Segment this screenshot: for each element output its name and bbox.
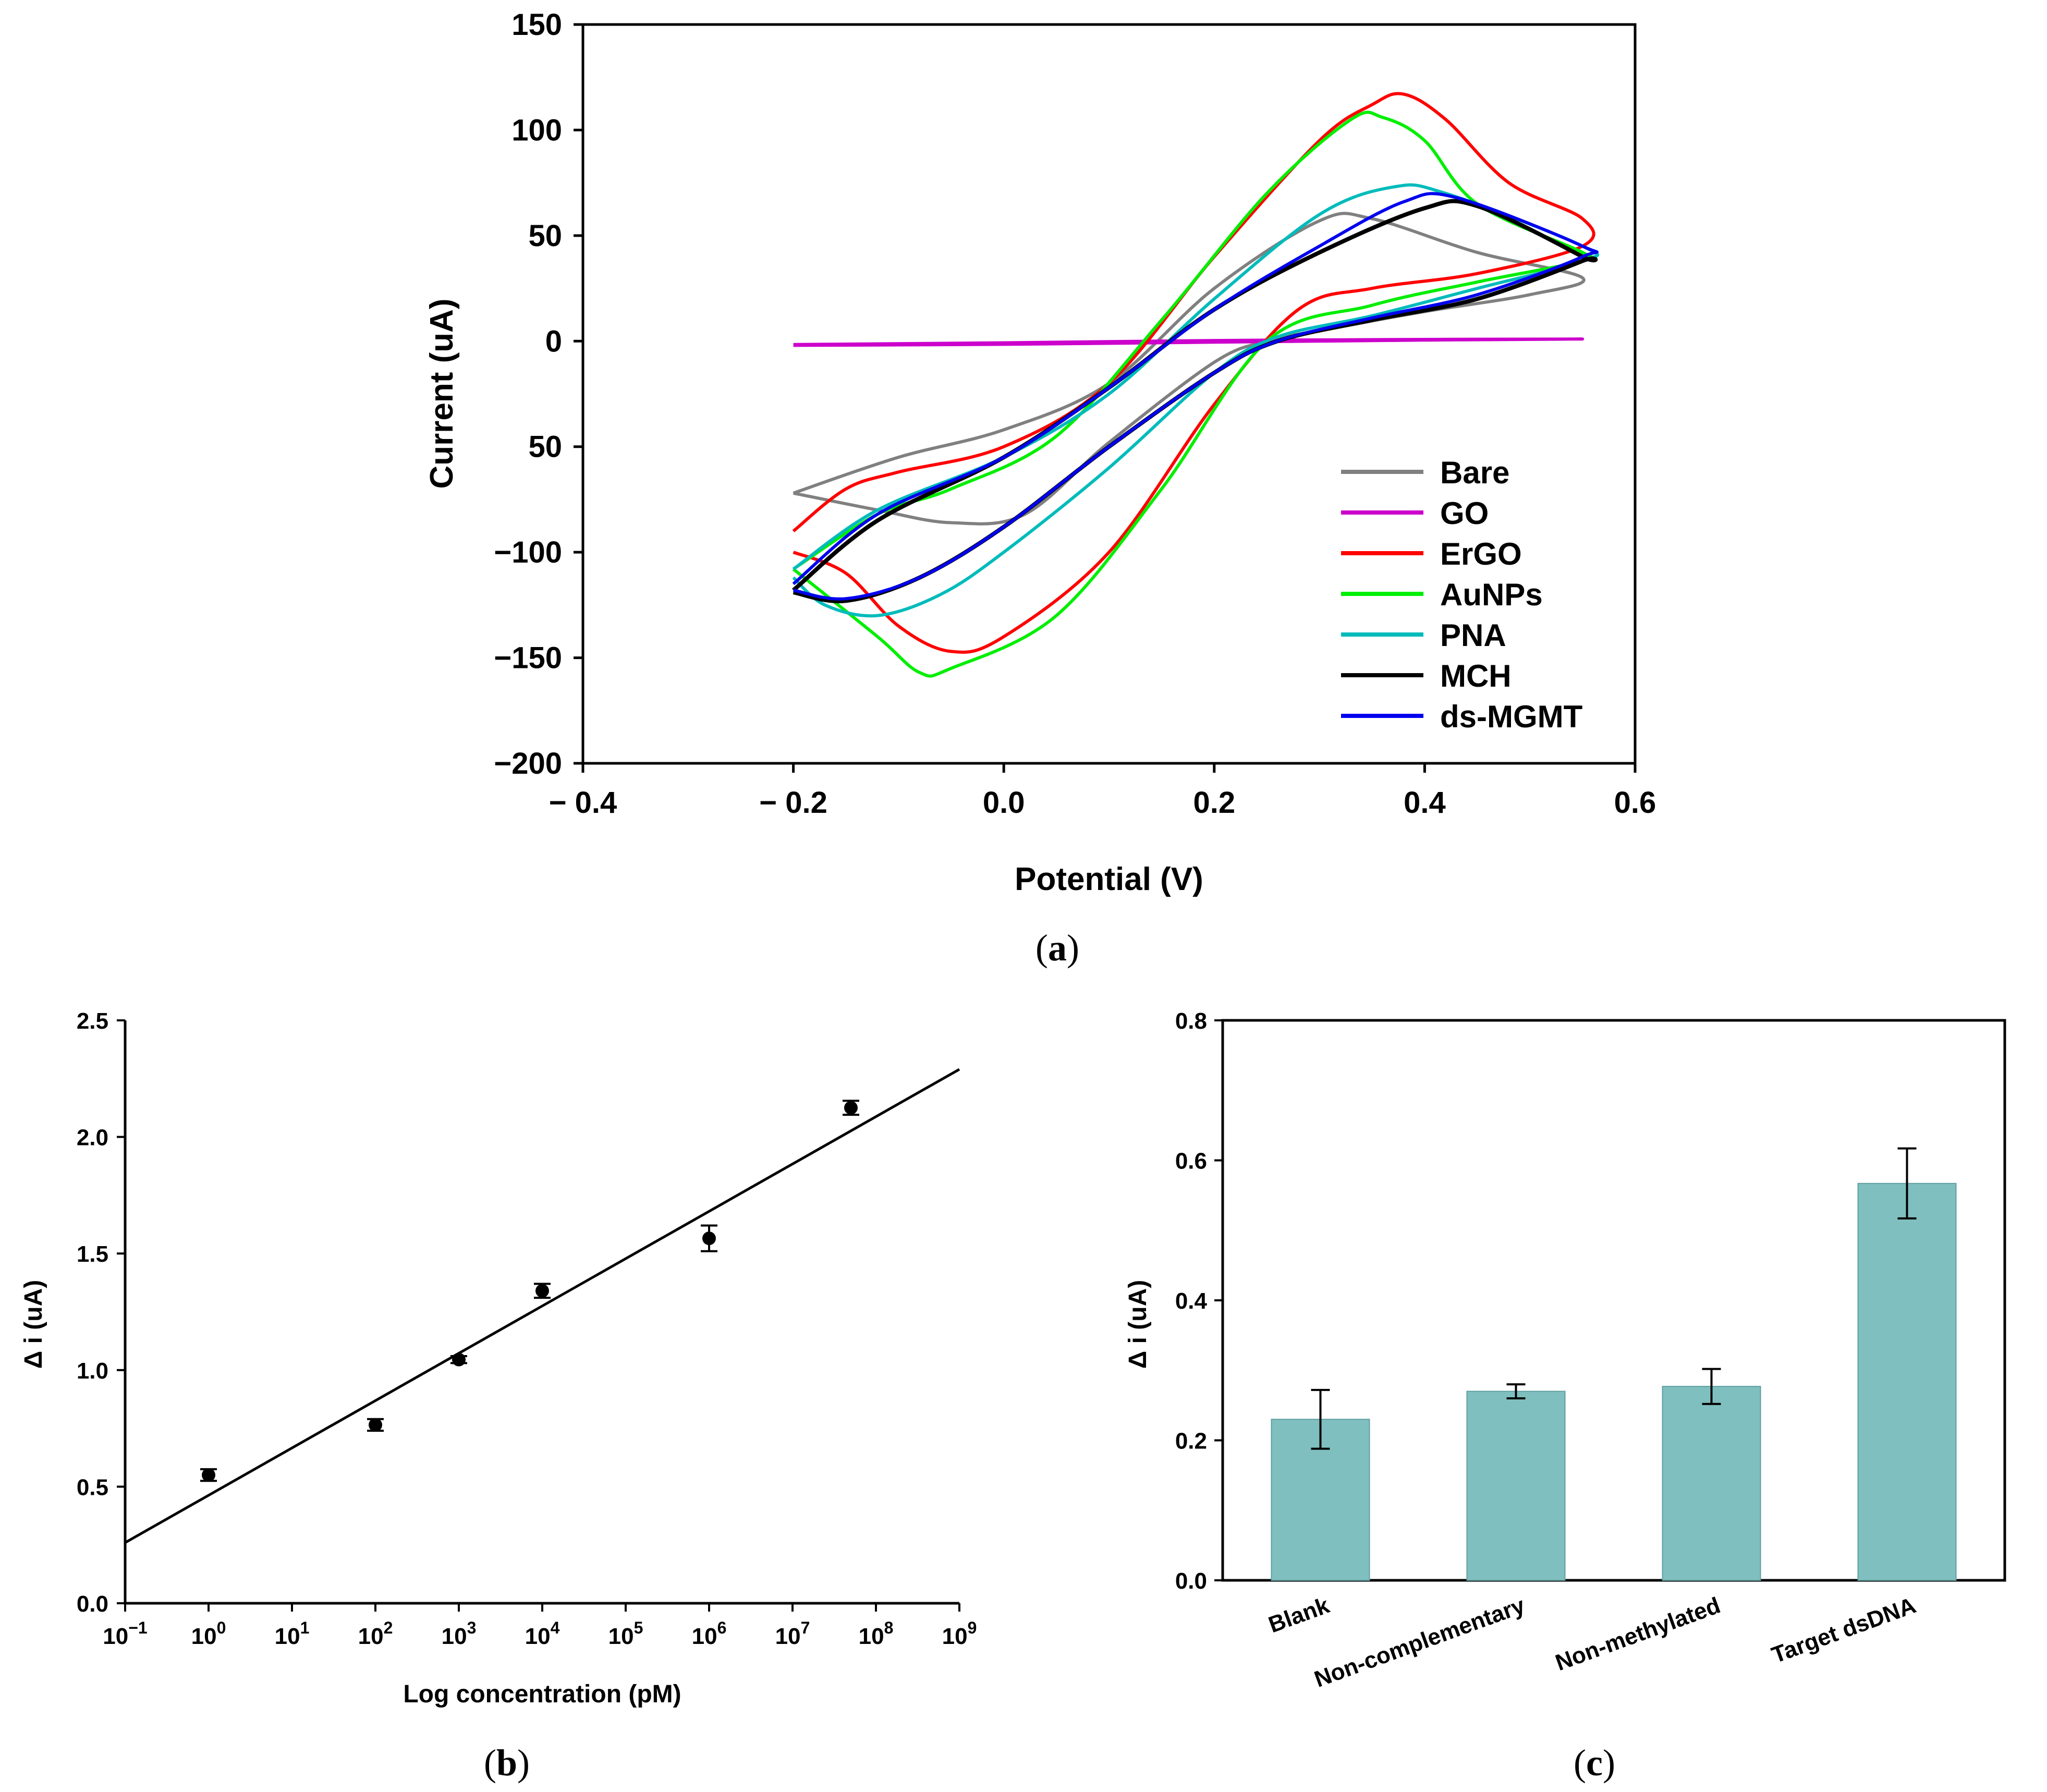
panel-b-x-axis-label: Log concentration (pM)	[403, 1680, 681, 1708]
panel-b-x-tick-base: 10	[103, 1624, 128, 1649]
panel-a-plot-frame	[581, 23, 1637, 765]
panel-c-y-tick-label: 0.6	[1175, 1149, 1207, 1174]
panel-b-y-tick-label: 0.5	[77, 1474, 108, 1500]
panel-a-y-tick-label: 150	[511, 8, 562, 42]
panel-b-caption-letter: b	[496, 1742, 517, 1784]
panel-b-data-point	[452, 1352, 466, 1367]
panel-a-series-go	[793, 337, 1585, 347]
panel-c-caption: (c)	[1574, 1742, 1615, 1784]
panel-c-bar	[1466, 1391, 1566, 1581]
panel-b-data-point	[202, 1468, 215, 1482]
panel-c-y-axis-label: Δ i (uA)	[1124, 1280, 1152, 1369]
panel-b-x-tick-label: 103	[442, 1618, 477, 1649]
panel-c-bar	[1662, 1386, 1761, 1581]
panel-b-axes	[124, 1020, 959, 1605]
panel-b-x-tick-label: 102	[358, 1618, 393, 1649]
panel-b-x-tick-base: 10	[191, 1624, 217, 1649]
panel-b-y-tick-label: 1.5	[77, 1241, 108, 1267]
panel-b-data-point	[535, 1284, 549, 1298]
panel-b-x-tick-label: 101	[275, 1618, 310, 1649]
panel-b-calibration-chart: 10−1 100 101 102 103 104 105 106 107 108 1090.00.5…	[20, 1008, 977, 1784]
panel-a-y-tick-label: −200	[494, 747, 562, 781]
panel-a-x-tick-label: − 0.2	[759, 786, 827, 820]
panel-a-legend-label: AuNPs	[1440, 577, 1543, 612]
panel-b-y-tick-label: 1.0	[77, 1358, 108, 1384]
panel-a-x-tick-label: 0.6	[1614, 786, 1656, 820]
panel-b-x-tick-base: 10	[859, 1624, 884, 1649]
panel-b-x-tick-base: 10	[275, 1624, 300, 1649]
panel-b-x-tick-exponent: 8	[884, 1618, 894, 1637]
panel-c-caption-letter: c	[1586, 1742, 1603, 1784]
panel-c-category-label: Target dsDNA	[1769, 1592, 1919, 1668]
panel-b-x-tick-label: 107	[775, 1618, 810, 1649]
panel-b-data-point	[702, 1232, 716, 1246]
panel-b-x-tick-base: 10	[358, 1624, 384, 1649]
panel-c-y-tick-label: 0.4	[1175, 1288, 1208, 1314]
panel-b-x-tick-label: 104	[525, 1618, 560, 1649]
panel-b-x-tick-base: 10	[608, 1624, 634, 1649]
panel-c-category-label: Blank	[1265, 1592, 1333, 1638]
panel-b-data-point	[369, 1418, 382, 1432]
panel-a-legend-label: PNA	[1440, 618, 1506, 653]
panel-a-legend-label: GO	[1440, 496, 1489, 531]
panel-b-x-tick-base: 10	[525, 1624, 551, 1649]
panel-b-x-tick-exponent: 9	[968, 1618, 977, 1637]
panel-a-series-bare	[793, 212, 1586, 526]
panel-a-x-axis-label: Potential (V)	[1015, 861, 1203, 897]
panel-c-y-tick-label: 0.2	[1175, 1429, 1207, 1454]
panel-a-legend-label: Bare	[1440, 455, 1509, 490]
panel-b-data-point	[844, 1101, 858, 1115]
panel-a-legend-label: ds-MGMT	[1440, 699, 1582, 734]
panel-b-x-tick-base: 10	[442, 1624, 467, 1649]
panel-b-x-tick-exponent: 2	[384, 1618, 393, 1637]
panel-a-x-tick-label: 0.2	[1193, 786, 1235, 820]
panel-a-series-ds-mgmt	[792, 192, 1599, 601]
panel-b-y-tick-label: 2.5	[77, 1008, 108, 1034]
panel-a-y-tick-label: 0	[545, 324, 562, 358]
panel-a-caption: (a)	[1035, 927, 1079, 969]
panel-a-x-tick-label: − 0.4	[549, 786, 617, 820]
panel-b-x-tick-exponent: 4	[551, 1618, 560, 1637]
panel-b-fit-line	[124, 1068, 960, 1544]
panel-a-caption-letter: a	[1048, 927, 1067, 969]
panel-b-x-tick-exponent: 5	[634, 1618, 643, 1637]
panel-c-category-label: Non-complementary	[1311, 1592, 1528, 1692]
panel-a-y-tick-label: 100	[511, 113, 562, 147]
panel-a-y-tick-label: 50	[528, 219, 562, 253]
panel-b-caption: (b)	[484, 1742, 530, 1784]
panel-a-legend-label: MCH	[1440, 659, 1512, 693]
panel-b-x-tick-base: 10	[692, 1624, 717, 1649]
panel-b-x-tick-label: 108	[859, 1618, 894, 1649]
panel-a-x-tick-label: 0.4	[1404, 786, 1446, 820]
panel-a-x-tick-label: 0.0	[983, 786, 1025, 820]
panel-b-x-tick-exponent: −1	[128, 1618, 147, 1637]
panel-c-category-label: Non-methylated	[1552, 1592, 1724, 1676]
panel-b-x-tick-exponent: 7	[801, 1618, 810, 1637]
panel-b-x-tick-exponent: 3	[467, 1618, 477, 1637]
panel-a-y-tick-label: 50	[528, 430, 562, 464]
panel-b-y-axis-label: Δ i (uA)	[20, 1280, 47, 1369]
panel-a-y-axis-label: Current (uA)	[424, 298, 460, 489]
panel-b-x-tick-label: 105	[608, 1618, 643, 1649]
panel-c-y-tick-label: 0.8	[1175, 1008, 1207, 1034]
panel-a-legend-label: ErGO	[1440, 537, 1522, 571]
panel-a-cv-chart: − 0.4 − 0.2 0.0 0.2 0.4 0.6 150 100 50 0 50 −100 −15…	[424, 8, 1656, 969]
panel-b-x-tick-exponent: 0	[217, 1618, 226, 1637]
panel-b-x-tick-label: 100	[191, 1618, 226, 1649]
panel-c-bar	[1857, 1183, 1957, 1581]
panel-b-x-tick-base: 10	[775, 1624, 801, 1649]
panel-b-x-tick-label: 106	[692, 1618, 727, 1649]
panel-b-x-tick-base: 10	[942, 1624, 968, 1649]
panel-b-x-tick-label: 109	[942, 1618, 977, 1649]
panel-c-y-tick-label: 0.0	[1175, 1568, 1207, 1594]
panel-b-y-tick-label: 0.0	[77, 1591, 108, 1617]
panel-a-y-tick-label: −150	[494, 641, 562, 675]
panel-b-x-tick-exponent: 6	[717, 1618, 727, 1637]
panel-a-y-tick-label: −100	[494, 535, 562, 569]
panel-b-x-tick-label: 10−1	[103, 1618, 147, 1649]
panel-b-y-tick-label: 2.0	[77, 1125, 108, 1151]
panel-b-x-tick-exponent: 1	[300, 1618, 310, 1637]
